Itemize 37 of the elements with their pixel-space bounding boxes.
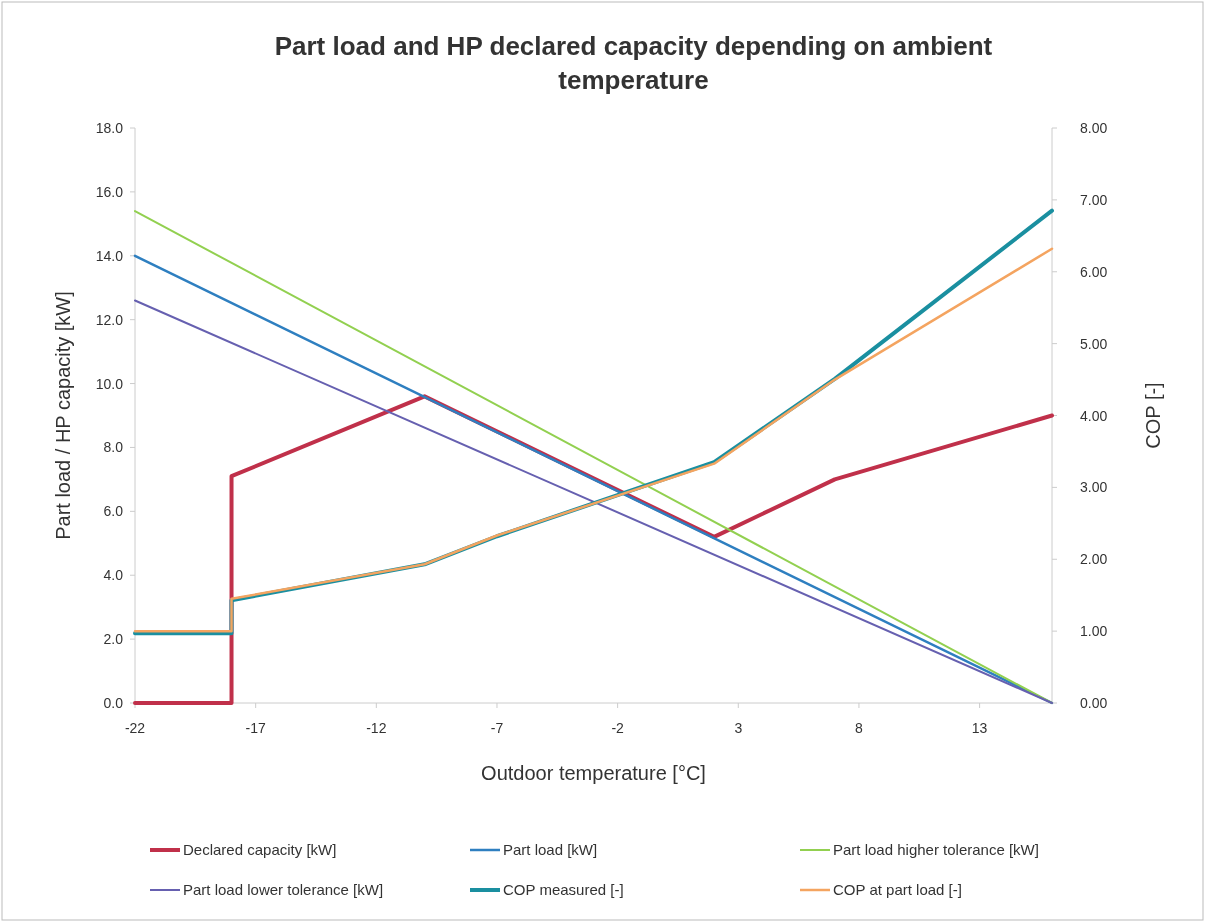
y-axis-title: Part load / HP capacity [kW] (52, 291, 74, 540)
legend-label: COP measured [-] (503, 881, 624, 898)
y2-tick-label: 5.00 (1080, 335, 1108, 352)
y-tick-label: 6.0 (103, 503, 124, 520)
y-tick-label: 0.0 (103, 695, 124, 711)
x-tick-label: -22 (124, 720, 146, 736)
y-tick-label: 8.0 (103, 439, 124, 456)
x-tick-label: 3 (734, 720, 743, 736)
y2-tick-label: 6.00 (1080, 263, 1108, 280)
y2-tick-label: 8.00 (1080, 120, 1108, 136)
y-tick-label: 14.0 (95, 247, 124, 264)
y2-tick-label: 2.00 (1080, 551, 1108, 568)
legend-label: Part load [kW] (503, 841, 598, 858)
y-tick-label: 4.0 (103, 567, 124, 584)
x-tick-label: -7 (490, 720, 504, 736)
legend-label: COP at part load [-] (833, 881, 962, 898)
y-tick-label: 18.0 (95, 120, 124, 136)
legend-label: Part load lower tolerance [kW] (183, 881, 384, 898)
legend-label: Part load higher tolerance [kW] (833, 841, 1039, 858)
y2-tick-label: 4.00 (1080, 407, 1108, 424)
y2-tick-label: 1.00 (1080, 623, 1108, 640)
y2-tick-label: 3.00 (1080, 479, 1108, 496)
x-tick-label: -12 (366, 720, 387, 736)
x-tick-label: 8 (855, 720, 864, 736)
y2-tick-label: 7.00 (1080, 191, 1108, 208)
x-tick-label: 13 (971, 720, 988, 736)
y2-tick-label: 0.00 (1080, 695, 1108, 711)
x-tick-label: -17 (245, 720, 266, 736)
legend-label: Declared capacity [kW] (183, 841, 337, 858)
y-tick-label: 2.0 (103, 631, 124, 648)
y-tick-label: 10.0 (95, 375, 124, 392)
y-tick-label: 12.0 (95, 311, 124, 328)
x-tick-label: -2 (611, 720, 625, 736)
chart-title: Part load and HP declared capacity depending on ambient temperature (274, 31, 993, 95)
y-tick-label: 16.0 (95, 183, 124, 200)
y2-axis-title: COP [-] (1142, 382, 1164, 449)
x-axis-title: Outdoor temperature [°C] (481, 762, 706, 784)
